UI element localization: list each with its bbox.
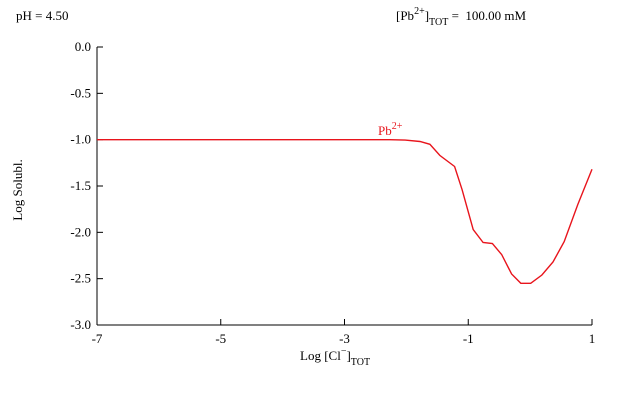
x-tick-label: -1 bbox=[463, 331, 474, 346]
y-tick-label: -0.5 bbox=[70, 85, 91, 100]
header-total: [Pb2+]TOT = 100.00 mM bbox=[396, 6, 527, 28]
y-tick-label: -2.0 bbox=[70, 224, 91, 239]
x-title-sup: − bbox=[341, 346, 347, 357]
x-tick-label: -3 bbox=[339, 331, 350, 346]
x-axis-title: Log [Cl−]TOT bbox=[300, 346, 370, 368]
y-axis-title: Log Solubl. bbox=[10, 159, 25, 220]
series-name-sup: 2+ bbox=[392, 121, 403, 132]
y-tick-label: -2.5 bbox=[70, 271, 91, 286]
header-sub: TOT bbox=[429, 17, 448, 28]
y-tick-label: 0.0 bbox=[75, 39, 91, 54]
x-title-part: ] bbox=[346, 348, 350, 363]
header-part: [Pb bbox=[396, 8, 414, 23]
header-part: ] bbox=[425, 8, 429, 23]
x-tick-label: -5 bbox=[215, 331, 226, 346]
y-tick-label: -3.0 bbox=[70, 317, 91, 332]
x-tick-label: 1 bbox=[589, 331, 596, 346]
x-title-part: Log [Cl bbox=[300, 348, 341, 363]
y-tick-label: -1.5 bbox=[70, 178, 91, 193]
series-line bbox=[97, 139, 593, 284]
series-name: Pb bbox=[378, 123, 392, 138]
header-part: = 100.00 mM bbox=[448, 8, 526, 23]
series-label: Pb2+ bbox=[378, 121, 403, 138]
y-tick-label: -1.0 bbox=[70, 132, 91, 147]
x-title-sub: TOT bbox=[351, 357, 370, 368]
x-tick-label: -7 bbox=[92, 331, 103, 346]
header-sup: 2+ bbox=[414, 6, 425, 17]
header-ph: pH = 4.50 bbox=[16, 8, 68, 23]
